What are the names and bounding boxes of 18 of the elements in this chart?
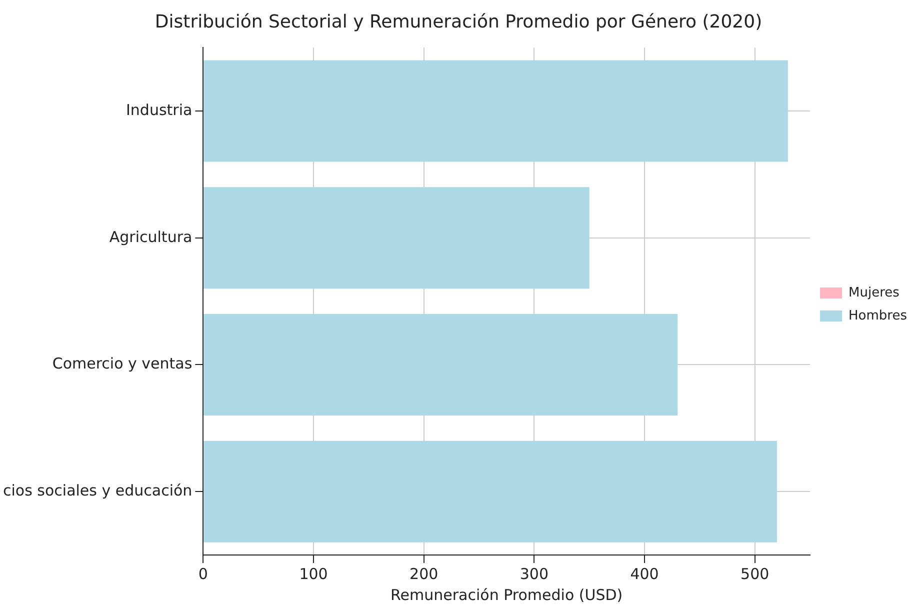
y-tick-label: Industria [126, 100, 192, 119]
bar [204, 187, 590, 289]
y-tick-label: Comercio y ventas [52, 354, 192, 373]
x-tick-label: 500 [740, 564, 770, 583]
bar [204, 440, 777, 542]
x-tick-label: 200 [410, 564, 438, 583]
legend-label: Hombres [848, 308, 908, 324]
legend-label: Mujeres [848, 285, 900, 300]
x-tick-label: 400 [630, 564, 659, 583]
bar [204, 60, 788, 162]
x-tick-label: 0 [198, 564, 208, 583]
y-tick-label: Agricultura [109, 228, 192, 246]
x-axis-title: Remuneración Promedio (USD) [390, 586, 623, 604]
x-tick-label: 300 [520, 564, 549, 583]
bar [204, 314, 678, 416]
chart-title: Distribución Sectorial y Remuneración Promedio por Género (2020) [154, 11, 762, 32]
y-tick-label: cios sociales y educación [2, 481, 192, 500]
x-tick-label: 100 [299, 564, 328, 583]
